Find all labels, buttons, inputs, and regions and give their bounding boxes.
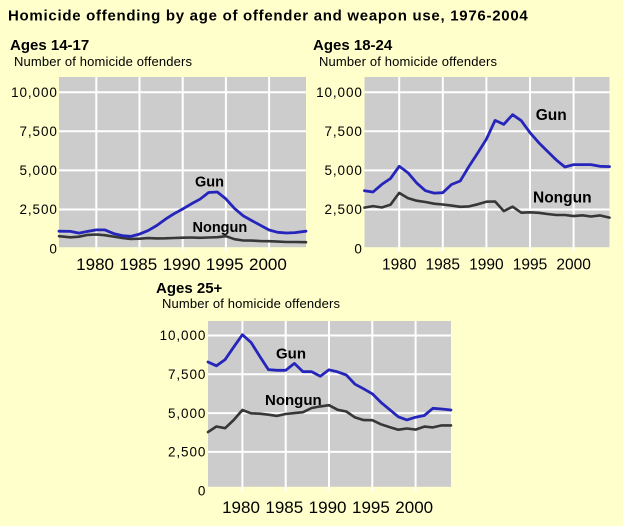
svg-text:1980: 1980	[76, 255, 114, 274]
svg-text:5,000: 5,000	[325, 163, 363, 178]
svg-text:7,500: 7,500	[20, 124, 58, 139]
svg-text:Number of homicide offenders: Number of homicide offenders	[319, 54, 497, 69]
svg-text:Number of homicide offenders: Number of homicide offenders	[14, 54, 192, 69]
svg-text:1980: 1980	[382, 256, 417, 273]
svg-text:1985: 1985	[119, 255, 157, 274]
svg-text:Ages 14-17: Ages 14-17	[10, 37, 89, 54]
svg-text:1985: 1985	[265, 498, 303, 517]
svg-text:7,500: 7,500	[168, 367, 206, 382]
svg-text:Nongun: Nongun	[533, 190, 592, 207]
svg-text:10,000: 10,000	[160, 328, 207, 343]
svg-text:2,500: 2,500	[168, 445, 206, 460]
svg-text:1995: 1995	[513, 256, 547, 273]
svg-text:1990: 1990	[163, 255, 201, 274]
svg-text:1980: 1980	[222, 498, 260, 517]
svg-text:1995: 1995	[352, 498, 390, 517]
svg-text:5,000: 5,000	[168, 406, 206, 421]
svg-text:0: 0	[49, 241, 57, 256]
svg-text:10,000: 10,000	[316, 85, 363, 100]
svg-text:Ages 18-24: Ages 18-24	[313, 37, 393, 54]
svg-text:2000: 2000	[249, 255, 287, 274]
svg-text:Number of homicide offenders: Number of homicide offenders	[162, 296, 340, 311]
svg-text:2000: 2000	[556, 256, 591, 273]
svg-text:2,500: 2,500	[325, 202, 363, 217]
svg-text:Nongun: Nongun	[265, 392, 322, 409]
svg-text:1990: 1990	[309, 498, 347, 517]
svg-text:Nongun: Nongun	[193, 220, 248, 236]
svg-text:Gun: Gun	[276, 346, 306, 363]
svg-text:0: 0	[354, 241, 362, 256]
svg-text:Ages 25+: Ages 25+	[156, 280, 223, 297]
svg-text:1985: 1985	[426, 256, 460, 273]
svg-text:5,000: 5,000	[20, 163, 58, 178]
svg-text:Gun: Gun	[195, 175, 224, 191]
svg-text:7,500: 7,500	[325, 124, 363, 139]
svg-text:2000: 2000	[395, 498, 433, 517]
svg-text:0: 0	[198, 483, 206, 498]
svg-text:Gun: Gun	[536, 107, 567, 124]
svg-text:1995: 1995	[206, 255, 244, 274]
svg-text:2,500: 2,500	[20, 202, 58, 217]
svg-text:1990: 1990	[469, 256, 504, 273]
svg-text:10,000: 10,000	[11, 85, 58, 100]
svg-text:Homicide offending by age of o: Homicide offending by age of offender an…	[8, 8, 528, 25]
